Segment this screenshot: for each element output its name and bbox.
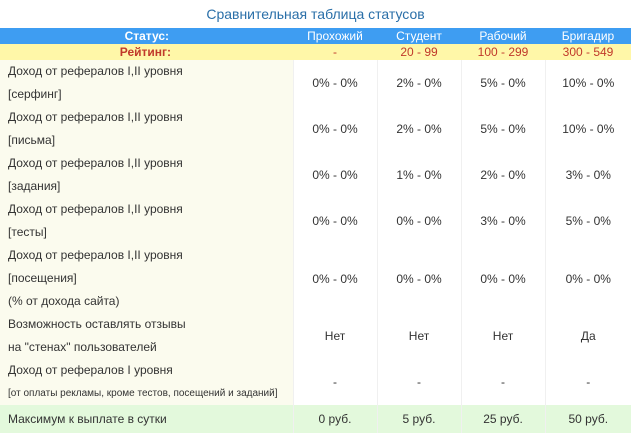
row-label: Доход от рефералов I уровня [от оплаты р… (0, 359, 293, 405)
status-name: Бригадир (545, 28, 631, 44)
table-cell: 10% - 0% (544, 106, 631, 152)
row-label: Доход от рефералов I,II уровня [тесты] (0, 198, 293, 244)
row-label-line: [задания] (8, 179, 61, 193)
page-title: Сравнительная таблица статусов (206, 6, 425, 22)
table-cell: 5% - 0% (544, 198, 631, 244)
status-header-row: Статус: Прохожий Студент Рабочий Бригади… (0, 28, 631, 44)
row-label: Доход от рефералов I,II уровня [письма] (0, 106, 293, 152)
row-label-line: Доход от рефералов I,II уровня (8, 110, 183, 124)
status-comparison-table: Статус: Прохожий Студент Рабочий Бригади… (0, 28, 631, 433)
table-cell: 25 руб. (460, 405, 545, 433)
table-cell: 5% - 0% (460, 60, 545, 106)
table-cell: 0% - 0% (292, 106, 377, 152)
rating-range: 100 - 299 (461, 44, 545, 60)
row-label-line: Доход от рефералов I,II уровня (8, 64, 183, 78)
table-cell: 0% - 0% (292, 198, 377, 244)
rating-header-row: Рейтинг: - 20 - 99 100 - 299 300 - 549 (0, 44, 631, 60)
max-payout-row: Максимум к выплате в сутки 0 руб. 5 руб.… (0, 405, 631, 433)
row-label-line: Доход от рефералов I,II уровня (8, 248, 183, 262)
rating-range: 300 - 549 (545, 44, 631, 60)
table-cell: - (292, 359, 377, 405)
status-name: Студент (377, 28, 461, 44)
table-row: Доход от рефералов I уровня [от оплаты р… (0, 359, 631, 405)
table-cell: 3% - 0% (460, 198, 545, 244)
row-label-line: на "стенах" пользователей (8, 340, 157, 354)
table-cell: 0% - 0% (376, 198, 461, 244)
status-name: Прохожий (293, 28, 377, 44)
table-cell: 2% - 0% (460, 152, 545, 198)
table-cell: 0% - 0% (292, 152, 377, 198)
table-row: Доход от рефералов I,II уровня [письма] … (0, 106, 631, 152)
row-label-line: Доход от рефералов I,II уровня (8, 156, 183, 170)
row-label: Доход от рефералов I,II уровня [серфинг] (0, 60, 293, 106)
status-name: Рабочий (461, 28, 545, 44)
row-label-note: [от оплаты рекламы, кроме тестов, посеще… (8, 388, 278, 399)
rating-range: - (293, 44, 377, 60)
table-row: Доход от рефералов I,II уровня [серфинг]… (0, 60, 631, 106)
table-row: Доход от рефералов I,II уровня [посещени… (0, 244, 631, 313)
table-cell: 0% - 0% (544, 244, 631, 313)
table-cell: 50 руб. (544, 405, 631, 433)
row-label-line: [тесты] (8, 225, 47, 239)
row-label-line: Доход от рефералов I уровня (8, 363, 173, 377)
table-cell: - (376, 359, 461, 405)
table-row: Доход от рефералов I,II уровня [тесты] 0… (0, 198, 631, 244)
table-cell: Нет (376, 313, 461, 359)
row-label: Максимум к выплате в сутки (0, 405, 293, 433)
table-cell: 0% - 0% (376, 244, 461, 313)
row-label-line: [посещения] (8, 271, 77, 285)
table-row: Доход от рефералов I,II уровня [задания]… (0, 152, 631, 198)
table-cell: 0% - 0% (292, 60, 377, 106)
table-cell: 2% - 0% (376, 106, 461, 152)
table-row: Возможность оставлять отзывы на "стенах"… (0, 313, 631, 359)
status-label: Статус: (0, 28, 293, 44)
row-label-line: (% от дохода сайта) (8, 294, 120, 308)
row-label-line: Доход от рефералов I,II уровня (8, 202, 183, 216)
table-cell: 0 руб. (292, 405, 377, 433)
row-label: Возможность оставлять отзывы на "стенах"… (0, 313, 293, 359)
table-cell: 5 руб. (376, 405, 461, 433)
table-cell: 1% - 0% (376, 152, 461, 198)
table-cell: - (460, 359, 545, 405)
table-cell: - (544, 359, 631, 405)
rating-range: 20 - 99 (377, 44, 461, 60)
table-cell: 0% - 0% (460, 244, 545, 313)
rating-label: Рейтинг: (0, 44, 293, 60)
table-cell: 0% - 0% (292, 244, 377, 313)
row-label: Доход от рефералов I,II уровня [задания] (0, 152, 293, 198)
row-label-line: Возможность оставлять отзывы (8, 317, 186, 331)
row-label: Доход от рефералов I,II уровня [посещени… (0, 244, 293, 313)
table-cell: Да (544, 313, 631, 359)
row-label-line: [письма] (8, 133, 56, 147)
table-cell: 3% - 0% (544, 152, 631, 198)
table-cell: Нет (292, 313, 377, 359)
table-cell: Нет (460, 313, 545, 359)
table-cell: 10% - 0% (544, 60, 631, 106)
table-cell: 2% - 0% (376, 60, 461, 106)
row-label-line: [серфинг] (8, 87, 62, 101)
table-cell: 5% - 0% (460, 106, 545, 152)
